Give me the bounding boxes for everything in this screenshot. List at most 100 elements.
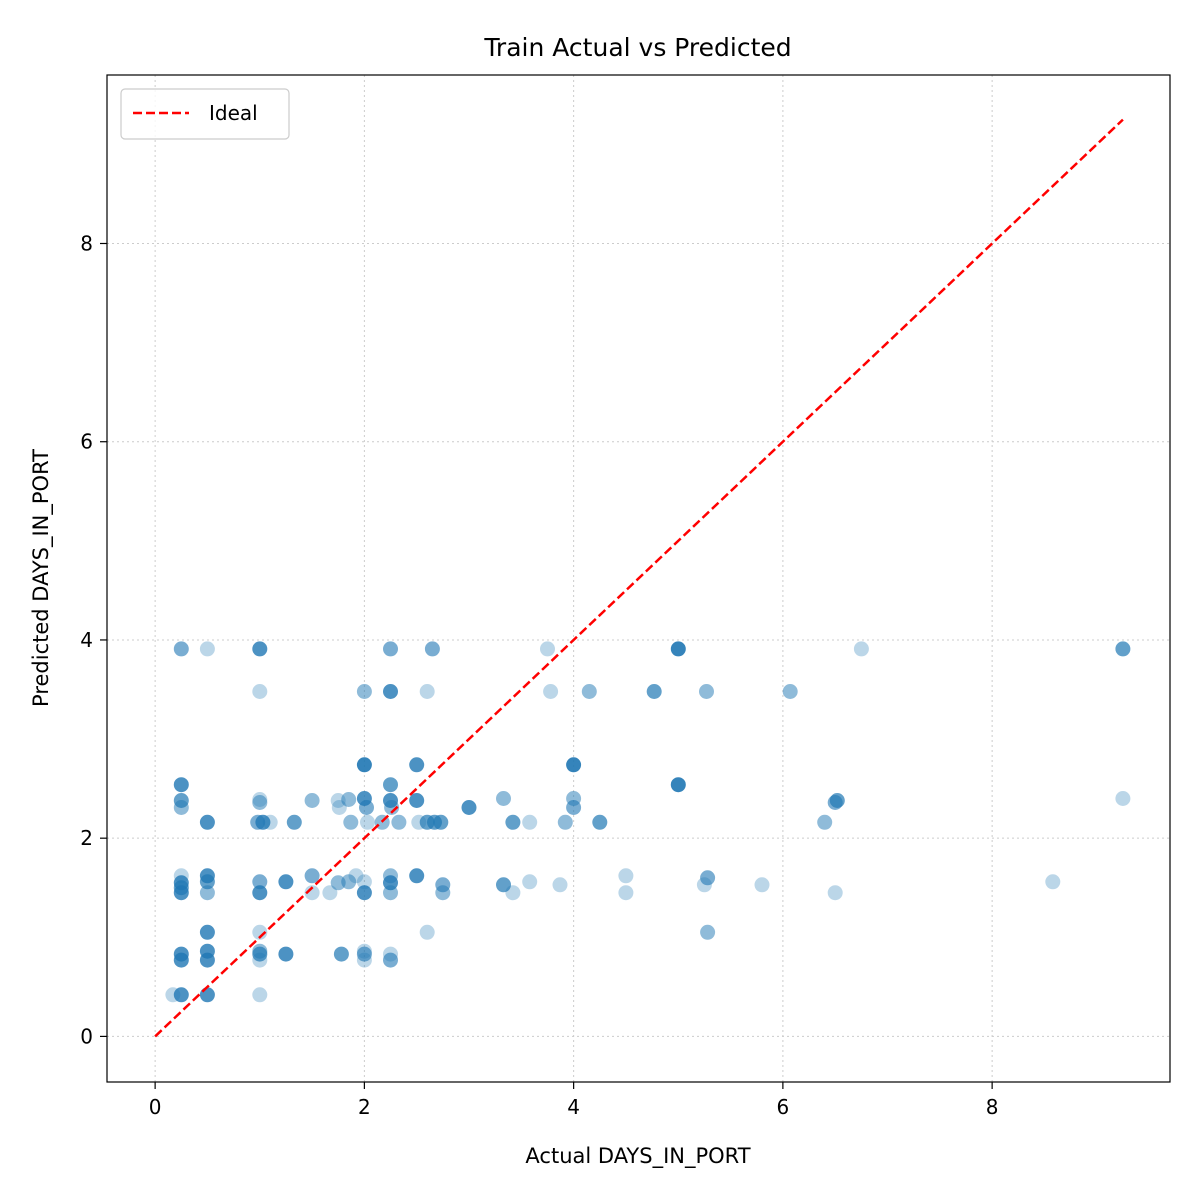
y-tick-label: 8 [80,231,93,255]
data-point [199,814,215,830]
data-point [540,641,555,657]
data-point [356,952,372,968]
data-point [618,885,634,901]
data-point [199,641,215,657]
data-point [199,952,215,968]
data-point [173,641,189,657]
y-tick-label: 0 [80,1024,93,1048]
y-tick-label: 4 [80,628,93,652]
data-point [496,791,511,806]
data-point [304,868,320,884]
y-tick-label: 2 [80,826,93,850]
x-tick-label: 6 [777,1095,790,1119]
data-point [356,874,372,890]
data-point [566,757,582,773]
data-point [552,877,568,893]
data-point [255,814,271,830]
data-point [356,757,372,773]
data-point [435,885,451,901]
data-point [173,987,189,1003]
data-point [304,885,320,901]
x-tick-label: 0 [149,1095,162,1119]
data-point [700,924,716,940]
data-point [409,793,425,808]
data-point [433,814,449,830]
data-point [199,885,215,901]
data-point [252,795,268,810]
data-point [278,874,294,890]
data-point [286,814,302,830]
data-point [348,868,364,884]
data-point [383,684,398,699]
data-point [356,946,372,962]
data-point [356,684,372,699]
data-point [360,814,375,830]
data-point [646,684,662,699]
data-point [304,793,320,808]
data-point [461,800,477,815]
data-points [165,641,1131,1003]
y-axis-label: Predicted DAYS_IN_PORT [29,449,54,707]
grid-lines [107,75,1170,1082]
data-point [173,885,189,901]
data-point [359,800,374,815]
data-point [419,684,435,699]
data-point [543,684,559,699]
data-point [322,885,338,901]
legend-box [120,88,290,140]
data-point [817,814,833,830]
x-tick-label: 8 [986,1095,999,1119]
data-point [383,641,398,657]
data-point [782,684,798,699]
x-tick-label: 2 [358,1095,371,1119]
plot-frame [106,74,1171,1083]
data-point [252,987,268,1003]
data-point [384,800,400,815]
data-point [566,800,582,815]
legend: Ideal [120,88,290,140]
data-point [827,885,843,901]
data-point [557,814,573,830]
data-point [252,952,268,968]
data-point [581,684,597,699]
data-point [173,952,189,968]
data-point [252,885,268,901]
data-point [505,814,521,830]
data-point [1115,791,1131,806]
data-point [670,777,686,793]
data-point [341,792,357,807]
data-point [383,885,398,901]
data-point [424,641,440,657]
data-point [252,684,268,699]
data-point [173,800,189,815]
y-axis-ticks: 0 2 4 6 8 [80,231,107,1048]
ideal-line-group [154,118,1124,1038]
data-point [343,814,359,830]
x-axis-ticks: 0 2 4 6 8 [149,1082,999,1119]
data-point [391,814,407,830]
ideal-line [154,118,1124,1038]
chart-title: Train Actual vs Predicted [483,33,791,62]
data-point [505,885,521,901]
data-point [252,946,268,962]
data-point [670,641,686,657]
data-point [1045,874,1061,890]
data-point [1115,641,1131,657]
data-point [199,874,215,890]
data-point [383,777,398,793]
x-tick-label: 4 [567,1095,580,1119]
data-point [173,777,189,793]
data-point [522,814,538,830]
data-point [409,868,425,884]
data-point [829,793,845,808]
data-point [333,946,349,962]
y-tick-label: 6 [80,430,93,454]
data-point [419,924,435,940]
data-point [754,877,770,893]
data-point [341,874,357,890]
x-axis-label: Actual DAYS_IN_PORT [525,1144,750,1169]
data-point [252,924,268,940]
data-point [383,952,398,968]
data-point [699,684,714,699]
